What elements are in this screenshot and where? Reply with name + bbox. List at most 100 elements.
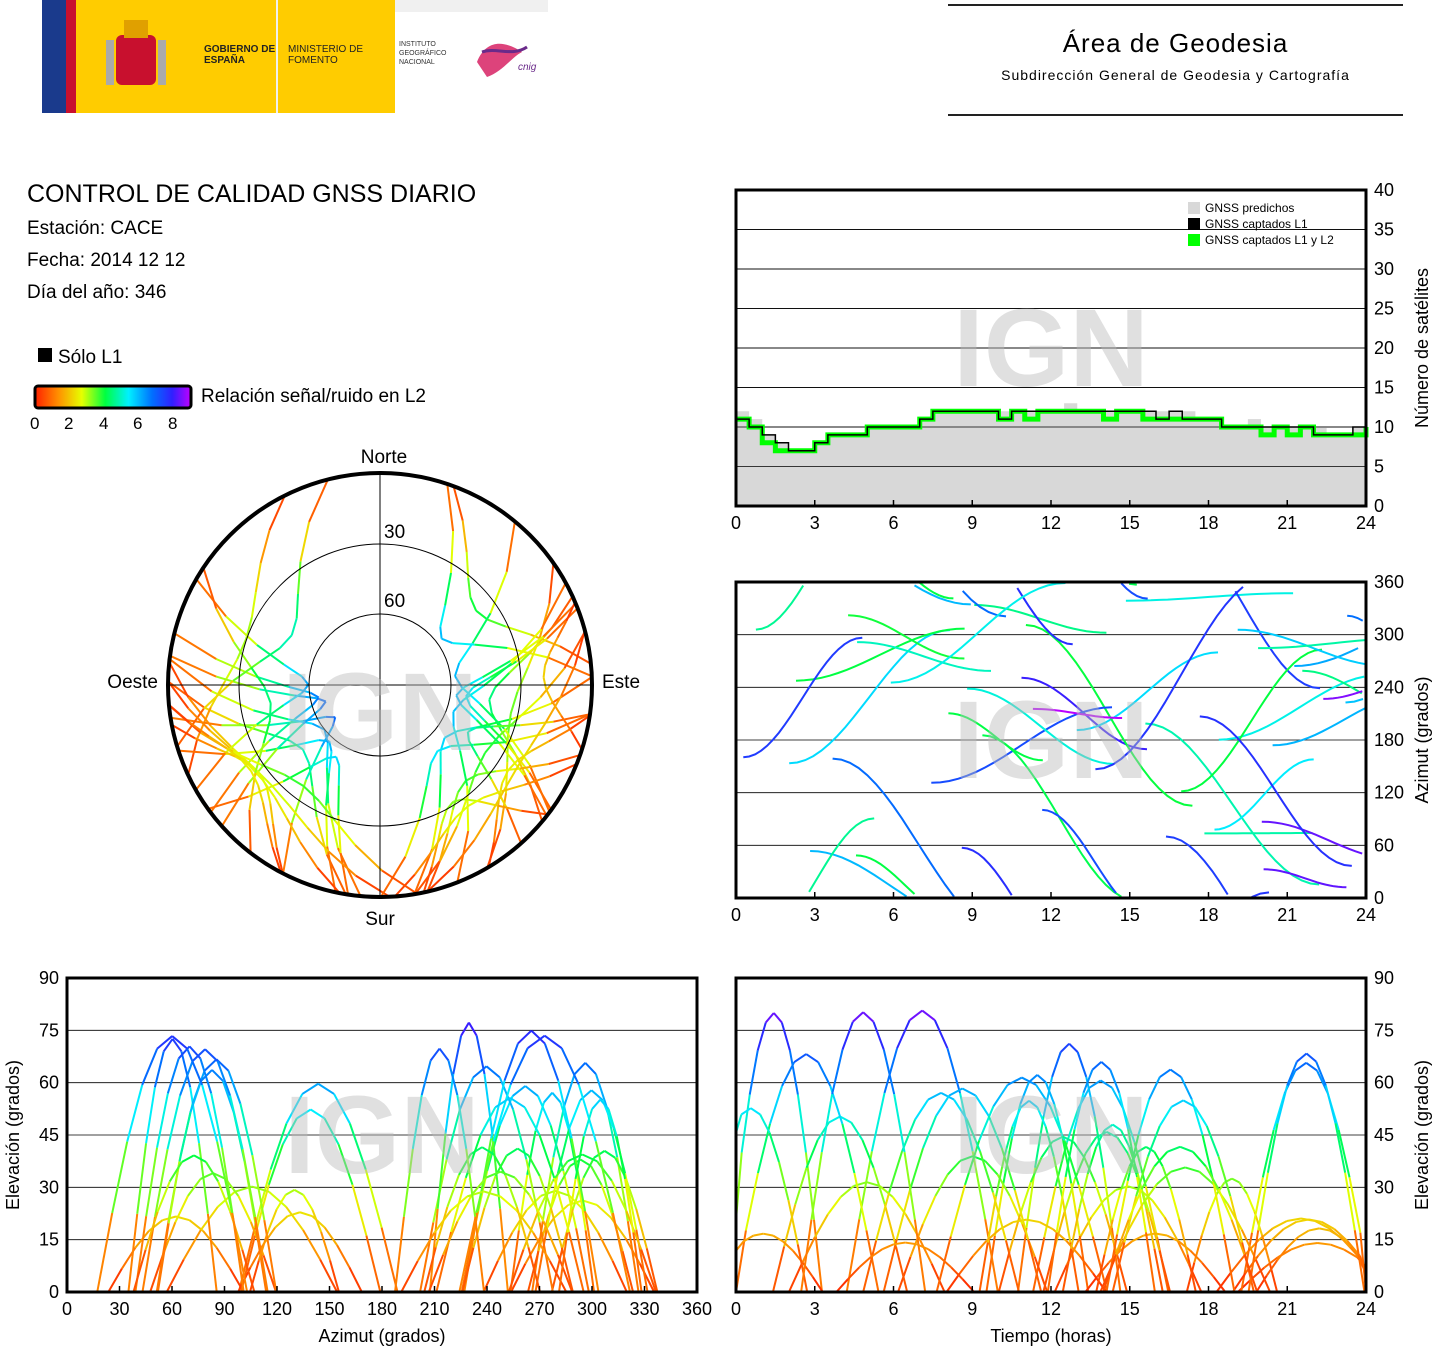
- skyplot-track: [240, 758, 252, 772]
- elevation-track: [156, 1223, 170, 1293]
- skyplot-track: [479, 703, 506, 730]
- skyplot-track: [283, 663, 303, 678]
- elevation-time-track: [959, 1255, 974, 1274]
- elevation-time-track: [1229, 1254, 1246, 1274]
- elevation-track: [186, 1048, 204, 1086]
- elevation-track: [411, 1094, 423, 1150]
- elevation-track: [497, 1232, 514, 1262]
- elevation-time-track: [862, 1011, 875, 1023]
- snr-tick-6: 6: [133, 414, 143, 433]
- elevation-time-track: [740, 1107, 752, 1116]
- elevation-track: [136, 1143, 148, 1214]
- elevation-time-track: [1348, 1177, 1362, 1233]
- elevation-time-track: [1212, 1180, 1225, 1235]
- skyplot-track: [446, 809, 454, 834]
- skyplot-east-label: Este: [602, 672, 640, 693]
- skyplot-track: [516, 696, 542, 720]
- elevation-track: [329, 1260, 340, 1293]
- y-tick-label: 30: [1374, 1177, 1394, 1197]
- elevation-time-track: [1243, 1254, 1259, 1293]
- elevation-time-track: [1339, 1236, 1352, 1248]
- elevation-time-track: [1137, 1145, 1147, 1153]
- elevation-time-track: [1084, 1276, 1098, 1293]
- x-tick-label: 12: [1041, 905, 1061, 925]
- elevation-time-track: [1270, 1228, 1285, 1242]
- area-title: Área de Geodesia: [1062, 28, 1289, 58]
- elevation-track: [323, 1117, 340, 1145]
- y-tick-label: 60: [1374, 1073, 1394, 1093]
- elevation-track: [503, 1043, 519, 1081]
- skyplot-track: [176, 708, 205, 748]
- elevation-track: [445, 1109, 461, 1160]
- elevation-track: [485, 1065, 501, 1079]
- elevation-track: [538, 1222, 554, 1293]
- elevation-track: [145, 1087, 156, 1144]
- elevation-time-track: [772, 1234, 784, 1243]
- x-tick-label: 60: [162, 1299, 182, 1319]
- skyplot-track: [548, 562, 555, 604]
- legend-swatch: [1188, 202, 1200, 214]
- skyplot-west-label: Oeste: [107, 672, 158, 693]
- elevation-track: [621, 1250, 635, 1293]
- elevation-time-track: [1251, 1177, 1264, 1233]
- elevation-time-track: [1178, 1219, 1189, 1255]
- elevation-track: [267, 1144, 284, 1186]
- elevation-track: [262, 1254, 278, 1293]
- elevation-time-track: [1201, 1134, 1215, 1181]
- elevation-track: [107, 1268, 123, 1293]
- gobierno-logo: GOBIERNO DE ESPAÑA: [76, 0, 276, 113]
- elevation-track: [584, 1230, 596, 1293]
- skyplot-track: [272, 823, 278, 848]
- elevation-time-track: [1077, 1184, 1094, 1237]
- elevation-track: [275, 1194, 287, 1210]
- y-tick-label: 300: [1374, 625, 1404, 645]
- skyplot-track: [326, 755, 337, 760]
- elevation-time-track: [1137, 1099, 1151, 1135]
- skyplot-track: [306, 826, 330, 853]
- elevation-track: [263, 1219, 278, 1293]
- elevation-time-track: [765, 1012, 775, 1024]
- elevation-track: [557, 1080, 573, 1139]
- skyplot-track: [325, 742, 329, 768]
- elevation-time-track: [831, 1049, 844, 1095]
- y-tick-label: 20: [1374, 338, 1394, 358]
- skyplot-track: [404, 817, 421, 858]
- skyplot-ring-label-60: 60: [384, 591, 405, 612]
- skyplot-track: [495, 799, 500, 820]
- elevation-time-track: [1192, 1151, 1207, 1167]
- elevation-time-track: [1116, 1180, 1129, 1235]
- skyplot-track: [429, 832, 445, 854]
- elevation-time-track: [895, 1246, 909, 1293]
- elevation-time-track: [1053, 1264, 1068, 1293]
- elevation-time-track: [1257, 1240, 1272, 1257]
- skyplot-track: [501, 770, 509, 784]
- elevation-time-track: [1258, 1227, 1274, 1241]
- x-axis-label: Azimut (grados): [318, 1326, 445, 1346]
- elevation-time-track: [1171, 1099, 1184, 1108]
- elevation-track: [447, 1060, 459, 1096]
- captured-l1-line: [736, 410, 1366, 452]
- elevation-track: [231, 1212, 249, 1293]
- elevation-track: [506, 1147, 519, 1157]
- skyplot-track: [459, 750, 469, 786]
- elevation-time-track: [1314, 1220, 1330, 1230]
- skyplot-track: [515, 637, 548, 663]
- elevation-time-track: [781, 1061, 796, 1087]
- station-label: Estación: CACE: [27, 218, 164, 239]
- skyplot-track: [337, 815, 342, 853]
- elevation-time-track: [1217, 1156, 1232, 1197]
- elevation-time-track: [1272, 1220, 1288, 1230]
- elevation-time-track: [1135, 1156, 1149, 1197]
- skyplot-track: [262, 720, 271, 744]
- skyplot-track: [473, 813, 492, 841]
- elevation-time-track: [1161, 1165, 1172, 1190]
- satellites-chart: GNSS predichos GNSS captados L1 GNSS capta…: [731, 180, 1432, 533]
- skyplot-track: [539, 667, 566, 698]
- x-tick-label: 330: [629, 1299, 659, 1319]
- x-tick-label: 3: [810, 905, 820, 925]
- x-tick-label: 300: [577, 1299, 607, 1319]
- elevation-track: [211, 1069, 224, 1082]
- elevation-track: [216, 1141, 234, 1214]
- skyplot-track: [276, 723, 304, 750]
- elevation-time-track: [1061, 1196, 1072, 1243]
